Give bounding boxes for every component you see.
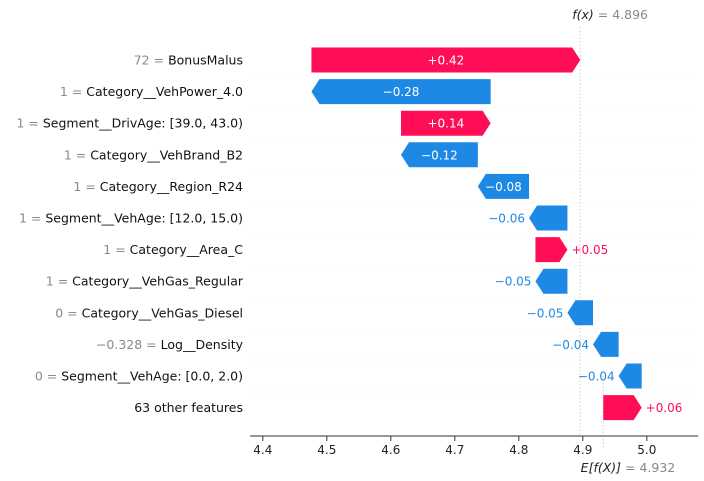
contribution-label: +0.06 (646, 401, 683, 415)
feature-label: 0 = Segment__VehAge: [0.0, 2.0) (35, 369, 243, 384)
negative-bar (477, 173, 530, 199)
feature-label: 1 = Category__VehPower_4.0 (60, 84, 243, 99)
negative-bar (529, 205, 568, 231)
feature-name: Segment__VehAge: [0.0, 2.0) (61, 369, 243, 384)
feature-label: 1 = Category__VehBrand_B2 (64, 147, 243, 162)
feature-name: Category__VehGas_Regular (72, 274, 244, 289)
feature-name: BonusMalus (168, 53, 243, 68)
feature-value: 72 = (134, 53, 168, 68)
contribution-label: −0.08 (485, 180, 522, 194)
feature-name: Log__Density (161, 337, 244, 352)
contribution-label: +0.05 (571, 243, 608, 257)
feature-label: 0 = Category__VehGas_Diesel (55, 305, 243, 320)
negative-bar (567, 300, 594, 326)
contribution-label: −0.12 (421, 148, 458, 162)
negative-bar (401, 142, 478, 168)
positive-bar (401, 110, 491, 136)
feature-value: 0 = (35, 369, 61, 384)
feature-label: 1 = Category__Region_R24 (73, 179, 243, 194)
x-tick-label: 4.8 (509, 443, 528, 457)
contribution-label: −0.05 (495, 275, 532, 289)
feature-name: Category__VehGas_Diesel (82, 305, 243, 320)
feature-value: −0.328 = (96, 337, 161, 352)
feature-name: Category__VehPower_4.0 (86, 84, 243, 99)
feature-name: Category__Area_C (130, 242, 244, 257)
contribution-label: +0.14 (427, 117, 464, 131)
feature-label: −0.328 = Log__Density (96, 337, 244, 352)
x-tick-label: 4.5 (317, 443, 336, 457)
feature-label: 72 = BonusMalus (134, 53, 243, 68)
contribution-label: −0.04 (552, 338, 589, 352)
negative-bar (593, 331, 619, 357)
feature-label: 1 = Category__VehGas_Regular (46, 274, 244, 289)
feature-label: 1 = Segment__VehAge: [12.0, 15.0) (19, 211, 243, 226)
contribution-label: −0.05 (527, 306, 564, 320)
feature-value: 1 = (17, 116, 43, 131)
positive-bar (535, 237, 568, 263)
fx-label: f(x) = 4.896 (572, 7, 648, 22)
contribution-label: −0.06 (488, 212, 525, 226)
positive-bar (603, 395, 642, 421)
feature-value: 1 = (60, 84, 86, 99)
negative-bar (535, 268, 568, 294)
positive-bar (311, 47, 581, 73)
x-tick-label: 4.4 (253, 443, 272, 457)
feature-value: 1 = (73, 179, 99, 194)
x-tick-label: 4.7 (445, 443, 464, 457)
negative-bar (311, 79, 491, 105)
feature-value: 0 = (55, 305, 81, 320)
feature-value: 1 = (103, 242, 129, 257)
feature-label: 1 = Category__Area_C (103, 242, 243, 257)
negative-bar (618, 363, 642, 389)
feature-name: Segment__VehAge: [12.0, 15.0) (45, 211, 243, 226)
efx-label: E[f(X)] = 4.932 (581, 460, 676, 475)
feature-label: 63 other features (134, 400, 243, 415)
feature-name: Segment__DrivAge: [39.0, 43.0) (43, 116, 243, 131)
x-tick-label: 5.0 (637, 443, 656, 457)
feature-value: 1 = (64, 147, 90, 162)
contribution-label: +0.42 (427, 54, 464, 68)
feature-value: 1 = (19, 211, 45, 226)
feature-name: Category__Region_R24 (100, 179, 243, 194)
feature-name: 63 other features (134, 400, 243, 415)
x-tick-label: 4.9 (573, 443, 592, 457)
contribution-label: −0.28 (383, 85, 420, 99)
feature-label: 1 = Segment__DrivAge: [39.0, 43.0) (17, 116, 244, 131)
contribution-label: −0.04 (578, 370, 615, 384)
x-tick-label: 4.6 (381, 443, 400, 457)
feature-name: Category__VehBrand_B2 (90, 147, 243, 162)
feature-value: 1 = (46, 274, 72, 289)
